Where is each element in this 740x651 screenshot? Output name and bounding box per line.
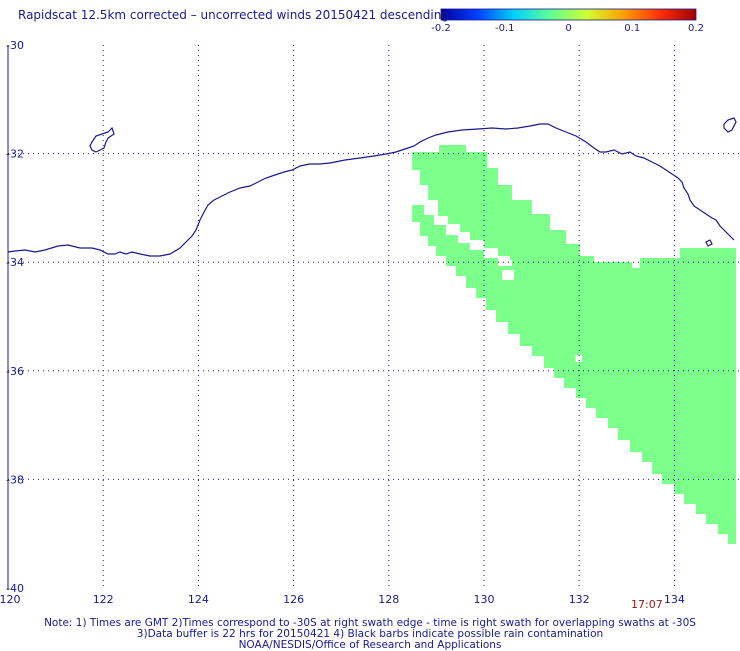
colorbar-gradient xyxy=(440,8,697,21)
swath-strip-main xyxy=(412,205,736,544)
latitude-label: -32 xyxy=(6,148,24,161)
swath-gap xyxy=(575,355,582,362)
swath-gap xyxy=(632,260,640,268)
latitude-label: -34 xyxy=(6,256,24,269)
notes-line-3: NOAA/NESDIS/Office of Research and Appli… xyxy=(238,639,502,651)
latitude-label: -38 xyxy=(6,473,24,486)
swath-time-label: 17:07 xyxy=(631,598,663,611)
australia-south-coast xyxy=(7,123,735,257)
longitude-label: 130 xyxy=(474,593,495,606)
swath-strip-north xyxy=(412,145,594,260)
rottnest-island xyxy=(89,126,115,153)
island-east xyxy=(723,117,737,133)
colorbar-label: -0.1 xyxy=(495,23,515,34)
island-east-2 xyxy=(705,239,713,247)
longitude-label: 132 xyxy=(569,593,590,606)
colorbar xyxy=(440,8,697,21)
latitude-label: -30 xyxy=(6,39,24,52)
swath-gap xyxy=(502,270,514,280)
latitude-label: -40 xyxy=(6,582,24,595)
longitude-label: 134 xyxy=(664,593,685,606)
notes-line-2: 3)Data buffer is 22 hrs for 20150421 4) … xyxy=(136,628,604,640)
longitude-label: 124 xyxy=(188,593,209,606)
notes-line-1: Note: 1) Times are GMT 2)Times correspon… xyxy=(44,617,696,629)
latitude-label: -36 xyxy=(6,365,24,378)
longitude-label: 120 xyxy=(0,593,21,606)
latitude-labels: -30 -32 -34 -36 -38 -40 xyxy=(6,39,24,595)
map-title: Rapidscat 12.5km corrected – uncorrected… xyxy=(18,8,449,22)
colorbar-label: 0.1 xyxy=(624,23,640,34)
longitude-label: 122 xyxy=(93,593,114,606)
lat-lon-grid xyxy=(8,45,740,588)
longitude-labels: 120 122 124 126 128 130 132 134 xyxy=(0,593,685,606)
colorbar-label: 0 xyxy=(565,23,571,34)
coastline xyxy=(7,117,737,257)
longitude-label: 128 xyxy=(378,593,399,606)
colorbar-label: 0.2 xyxy=(688,23,704,34)
swath-data xyxy=(412,145,736,544)
colorbar-labels: -0.2 -0.1 0 0.1 0.2 xyxy=(431,23,704,34)
longitude-label: 126 xyxy=(283,593,304,606)
colorbar-label: -0.2 xyxy=(431,23,451,34)
